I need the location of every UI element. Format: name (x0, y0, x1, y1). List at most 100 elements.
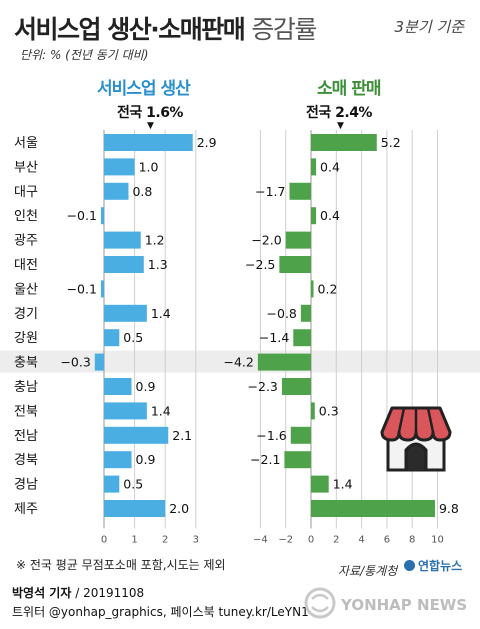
page-title: 서비스업 생산·소매판매 증감률 (14, 10, 317, 46)
service-value-label: 1.0 (139, 159, 159, 174)
service-bar (100, 207, 104, 225)
region-label: 제주 (14, 502, 38, 517)
service-tick-label: 1 (131, 534, 137, 545)
byline-date: / 20191108 (75, 586, 145, 600)
retail-bar (311, 134, 377, 151)
service-bar (104, 134, 193, 151)
retail-value-label: −1.6 (256, 428, 286, 443)
retail-value-label: 0.4 (320, 159, 340, 174)
service-series-title: 서비스업 생산 (97, 79, 191, 99)
retail-bar (257, 353, 311, 371)
retail-tick-label: −4 (253, 534, 268, 545)
service-bar (94, 353, 104, 371)
retail-bar (311, 402, 315, 420)
retail-bar (311, 207, 317, 225)
region-label: 전남 (14, 429, 38, 444)
service-value-label: 0.5 (123, 330, 143, 345)
service-bar (104, 378, 132, 395)
title-sub: 증감률 (251, 15, 317, 44)
watermark: YONHAP NEWS (304, 587, 467, 619)
retail-value-label: −4.2 (224, 355, 254, 370)
service-value-label: 2.0 (169, 501, 189, 516)
retail-national-arrow-icon: ▼ (337, 121, 344, 131)
retail-value-label: 5.2 (381, 135, 401, 150)
retail-series-title: 소매 판매 (317, 79, 381, 99)
retail-tick-label: 6 (384, 534, 390, 545)
service-value-label: 2.9 (197, 135, 217, 150)
service-bar (104, 158, 135, 176)
region-label: 광주 (14, 234, 38, 249)
retail-value-label: 1.4 (333, 477, 353, 492)
retail-value-label: −2.5 (245, 257, 275, 272)
retail-bar (279, 256, 311, 273)
service-bar (104, 329, 120, 347)
service-national-label: 전국 1.6% (117, 105, 183, 121)
service-bar (104, 500, 166, 517)
source-label: 자료/통계청 (338, 564, 398, 578)
retail-bar (293, 329, 311, 347)
retail-value-label: 9.8 (439, 501, 459, 516)
service-bar (104, 304, 147, 322)
region-label: 부산 (14, 160, 38, 175)
watermark-logo-icon (304, 587, 336, 619)
region-label: 충남 (14, 380, 38, 395)
service-value-label: −0.1 (67, 281, 97, 296)
service-bar (104, 231, 141, 249)
retail-value-label: 0.2 (318, 281, 338, 296)
retail-value-label: −2.0 (251, 233, 281, 248)
retail-value-label: −1.4 (259, 330, 289, 345)
service-bar (100, 280, 104, 298)
region-label: 서울 (14, 136, 38, 151)
service-bar (104, 256, 144, 273)
retail-value-label: −1.7 (255, 184, 285, 199)
service-tick-label: 0 (101, 534, 107, 545)
retail-bar (285, 231, 311, 249)
retail-tick-label: 10 (431, 534, 444, 545)
social-links: 트위터 @yonhap_graphics, 페이스북 tuney.kr/LeYN… (12, 605, 309, 619)
retail-value-label: 0.3 (319, 403, 339, 418)
service-tick-label: 3 (193, 534, 199, 545)
service-bar (104, 451, 132, 469)
retail-value-label: 0.4 (320, 208, 340, 223)
retail-bar (290, 426, 311, 444)
retail-national-label: 전국 2.4% (306, 105, 372, 121)
shop-icon (380, 406, 452, 472)
retail-bar (311, 280, 314, 298)
retail-bar (289, 182, 311, 200)
retail-tick-label: −2 (278, 534, 293, 545)
region-label: 전북 (14, 404, 38, 419)
region-label: 경남 (14, 478, 38, 493)
retail-tick-label: 2 (333, 534, 339, 545)
period-label: 3분기 기준 (394, 18, 464, 36)
service-national-arrow-icon: ▼ (147, 121, 154, 131)
title-main: 서비스업 생산·소매판매 (14, 15, 246, 44)
region-label: 경기 (14, 307, 38, 322)
retail-tick-label: 8 (409, 534, 415, 545)
retail-bar (311, 158, 317, 176)
service-value-label: 0.5 (123, 477, 143, 492)
service-value-label: 1.4 (151, 306, 171, 321)
region-label: 대구 (14, 185, 38, 200)
region-label: 강원 (14, 331, 38, 346)
bar-chart: 0 1 2 3 2.9 1.0 0.8 −0.1 1.2 1.3 −0.1 1.4 0.5 −0.3 0.9… (0, 130, 480, 545)
service-bar (104, 182, 129, 200)
watermark-text: YONHAP NEWS (340, 596, 467, 614)
region-label: 인천 (14, 209, 38, 224)
service-value-label: 1.3 (148, 257, 168, 272)
service-value-label: 0.8 (132, 184, 152, 199)
retail-tick-label: 0 (308, 534, 314, 545)
byline: 박영석 기자 / 20191108 (12, 584, 144, 601)
brand-label: 연합뉴스 (418, 559, 463, 573)
retail-value-label: −2.3 (248, 379, 278, 394)
region-label: 대전 (14, 258, 38, 273)
service-value-label: 0.9 (136, 452, 156, 467)
byline-name: 박영석 기자 (12, 586, 72, 600)
service-tick-label: 2 (162, 534, 168, 545)
service-bar (104, 475, 120, 493)
service-bar (104, 426, 169, 444)
retail-bar (284, 451, 311, 469)
region-label: 경북 (14, 453, 38, 468)
highlight-row-band (0, 350, 480, 373)
retail-bar (281, 378, 311, 395)
service-value-label: 2.1 (172, 428, 192, 443)
